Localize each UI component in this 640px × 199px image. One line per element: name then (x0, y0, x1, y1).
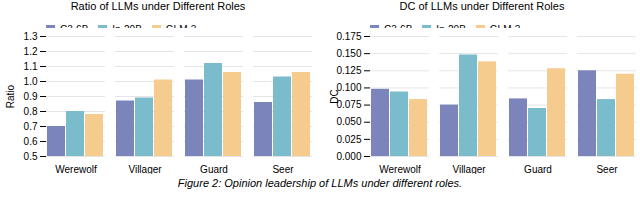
svg-text:DC: DC (329, 89, 340, 103)
html-text:In-20B: In-20B (436, 24, 466, 35)
html-text:Figure 2: Opinion leadership o: Figure 2: Opinion leadership of LLMs und… (177, 177, 463, 189)
svg-text:0.175: 0.175 (336, 31, 361, 42)
svg-text:Seer: Seer (272, 164, 294, 174)
html-text:GLM-3: GLM-3 (489, 24, 521, 35)
html-text:C3-6B: C3-6B (384, 24, 413, 35)
html-text:In-20B: In-20B (112, 24, 142, 35)
svg-text:0.100: 0.100 (336, 82, 361, 93)
svg-text:0.7: 0.7 (24, 121, 38, 132)
svg-text:0.125: 0.125 (336, 65, 361, 76)
svg-text:Guard: Guard (200, 164, 228, 174)
svg-text:0.150: 0.150 (336, 48, 361, 59)
html-text:Ratio of LLMs under Different: Ratio of LLMs under Different Roles (70, 0, 246, 12)
svg-text:Villager: Villager (452, 164, 486, 174)
svg-text:0.8: 0.8 (24, 106, 38, 117)
svg-text:0.075: 0.075 (336, 99, 361, 110)
html-text:C3-6B: C3-6B (60, 24, 89, 35)
html-text:DC of LLMs under Different Rol: DC of LLMs under Different Roles (399, 0, 565, 12)
svg-text:Werewolf: Werewolf (55, 164, 97, 174)
svg-text:1.3: 1.3 (24, 31, 38, 42)
svg-text:Guard: Guard (524, 164, 552, 174)
svg-text:1.1: 1.1 (24, 61, 38, 72)
svg-text:Seer: Seer (596, 164, 618, 174)
svg-text:0.5: 0.5 (24, 151, 38, 162)
svg-text:0.000: 0.000 (336, 151, 361, 162)
svg-text:0.6: 0.6 (24, 136, 38, 147)
svg-text:Werewolf: Werewolf (379, 164, 421, 174)
svg-text:0.050: 0.050 (336, 116, 361, 127)
svg-text:Villager: Villager (128, 164, 162, 174)
svg-text:1.2: 1.2 (24, 46, 38, 57)
html-text:GLM-3: GLM-3 (165, 24, 197, 35)
svg-text:1.0: 1.0 (24, 76, 38, 87)
svg-text:0.9: 0.9 (24, 91, 38, 102)
svg-text:Ratio: Ratio (5, 84, 16, 108)
svg-text:0.025: 0.025 (336, 134, 361, 145)
